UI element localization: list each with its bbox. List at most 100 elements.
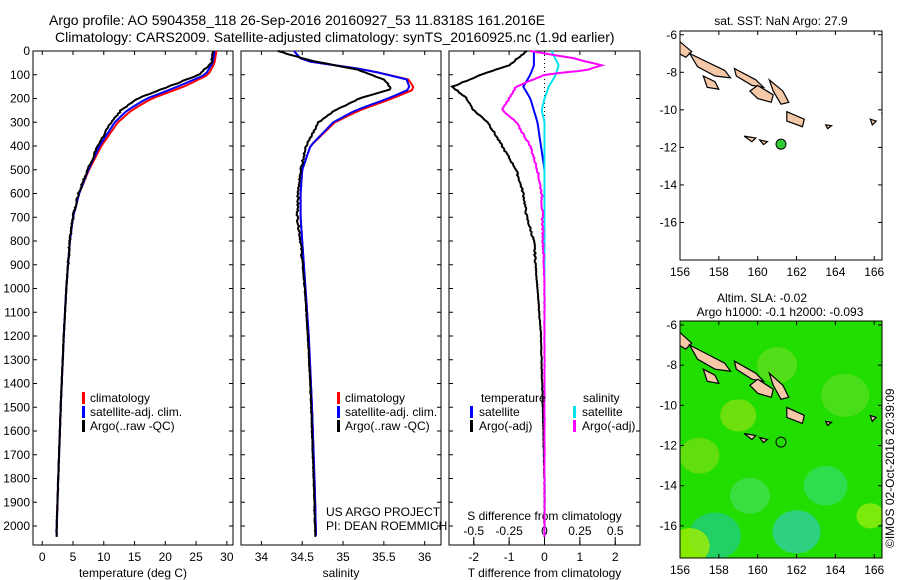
series-line-satellite-adj-clim- [55, 50, 216, 536]
map-frame [679, 320, 883, 559]
y-tick-label: 1400 [3, 377, 30, 391]
land-polygon [786, 110, 806, 128]
legend-label: satellite [582, 405, 623, 419]
y-tick-label: 2000 [3, 519, 30, 533]
x-axis-label: salinity [323, 566, 360, 580]
map-x-tick-label: 164 [825, 265, 845, 279]
y-tick-label: 700 [10, 210, 30, 224]
series-line-climatology [55, 50, 218, 536]
land-polygon [702, 368, 720, 385]
map-x-tick-label: 158 [709, 265, 729, 279]
map-x-tick-label: 156 [670, 563, 690, 577]
legend-label: Argo(..raw -QC) [90, 419, 175, 433]
sla-map-title: Altim. SLA: -0.02 [717, 291, 807, 305]
x-tick-label: 10 [97, 550, 111, 564]
x-tick-label: 20 [159, 550, 173, 564]
legend-swatch [82, 392, 85, 404]
x-tick-label: -1 [504, 550, 515, 564]
y-tick-label: 1300 [3, 353, 30, 367]
map-content [680, 31, 882, 260]
land-polygon [824, 420, 833, 427]
map-frame [679, 30, 883, 261]
x-axis-label: T difference from climatology [468, 566, 622, 580]
x-axis-label: temperature (deg C) [79, 566, 187, 580]
x-tick-label: 25 [189, 550, 203, 564]
series-line-satellite-adj-clim- [293, 50, 411, 536]
legend-title-temperature: temperature [481, 391, 546, 405]
map-y-tick-label: -8 [666, 358, 677, 372]
map-x-tick-label: 166 [864, 265, 884, 279]
legend-label: climatology [90, 391, 150, 405]
land-polygon [824, 124, 834, 130]
map-x-tick-label: 160 [748, 265, 768, 279]
sla-anomaly [803, 465, 848, 506]
land-polygon [748, 84, 774, 104]
sst-map-title: sat. SST: NaN Argo: 27.9 [714, 14, 848, 28]
sla-anomaly [772, 510, 821, 554]
land-polygon [786, 406, 805, 425]
land-polygon [743, 432, 758, 441]
map-y-tick-label: -16 [660, 519, 678, 533]
sla-map-panel: 156 158 160 162 164 166 -6 -8 -10 -12 -14 -16 Altim.… [660, 291, 885, 577]
top-x-tick-label: -0.5 [463, 524, 484, 538]
sla-anomaly [856, 503, 882, 529]
top-x-tick-label: 0.5 [607, 524, 624, 538]
top-x-tick-label: -0.25 [495, 524, 523, 538]
land-polygon [768, 371, 790, 400]
difference-panel: -2 -1 0 1 2 T difference from climatology -0.5… [448, 50, 641, 580]
map-y-tick-label: -14 [660, 178, 678, 192]
land-polygon [758, 138, 769, 146]
map-y-tick-label: -14 [660, 479, 678, 493]
legend-label: climatology [345, 391, 405, 405]
x-tick-label: 2 [612, 550, 619, 564]
map-x-tick-label: 164 [825, 563, 845, 577]
map-content [680, 321, 882, 558]
x-tick-label: 1 [577, 550, 584, 564]
land-polygon [749, 378, 774, 399]
float-marker [775, 138, 787, 150]
x-tick-label: 35 [336, 550, 350, 564]
map-x-tick-label: 162 [787, 563, 807, 577]
legend-label: satellite-adj. clim. [345, 405, 437, 419]
y-tick-label: 0 [23, 44, 30, 58]
credit-text: ©IMOS 02-Oct-2016 20:39:09 [883, 388, 897, 548]
temperature-panel: 0100200300400500600700800900100011001200… [3, 44, 234, 580]
series-line-salinity-argo-adj- [501, 50, 606, 537]
y-tick-label: 500 [10, 163, 30, 177]
y-tick-label: 1600 [3, 424, 30, 438]
legend-swatch [470, 420, 473, 432]
legend-label: satellite-adj. clim. [90, 405, 182, 419]
y-tick-label: 200 [10, 92, 30, 106]
legend-swatch [82, 406, 85, 418]
x-tick-label: 35.5 [372, 550, 396, 564]
x-tick-label: 34 [255, 550, 269, 564]
land-polygon [880, 112, 882, 116]
sla-anomaly [821, 373, 870, 417]
map-y-tick-label: -12 [660, 140, 678, 154]
x-tick-label: 34.5 [291, 550, 315, 564]
series-line-temperature-satellite [522, 51, 546, 536]
x-tick-label: 36 [418, 550, 432, 564]
sla-map-subtitle: Argo h1000: -0.1 h2000: -0.093 [697, 305, 864, 319]
y-tick-label: 1000 [3, 282, 30, 296]
y-tick-label: 400 [10, 139, 30, 153]
header-line2: Climatology: CARS2009. Satellite-adjuste… [55, 29, 615, 45]
map-y-tick-label: -12 [660, 439, 678, 453]
y-tick-label: 800 [10, 234, 30, 248]
legend-swatch [337, 392, 340, 404]
map-y-tick-label: -10 [660, 398, 678, 412]
y-tick-label: 600 [10, 187, 30, 201]
legend-label: Argo(-adj) [582, 419, 635, 433]
header-line1: Argo profile: AO 5904358_118 26-Sep-2016… [49, 12, 545, 28]
legend-label: Argo(-adj) [479, 419, 532, 433]
y-tick-label: 900 [10, 258, 30, 272]
legend-swatch [337, 406, 340, 418]
land-polygon [702, 74, 720, 90]
map-y-tick-label: -8 [666, 65, 677, 79]
x-tick-label: 5 [70, 550, 77, 564]
sla-anomaly [680, 437, 720, 474]
salinity-panel: 34 34.5 35 35.5 36 salinity climatologysatelli… [240, 50, 447, 580]
legend-swatch [573, 406, 576, 418]
land-polygon [680, 331, 693, 350]
